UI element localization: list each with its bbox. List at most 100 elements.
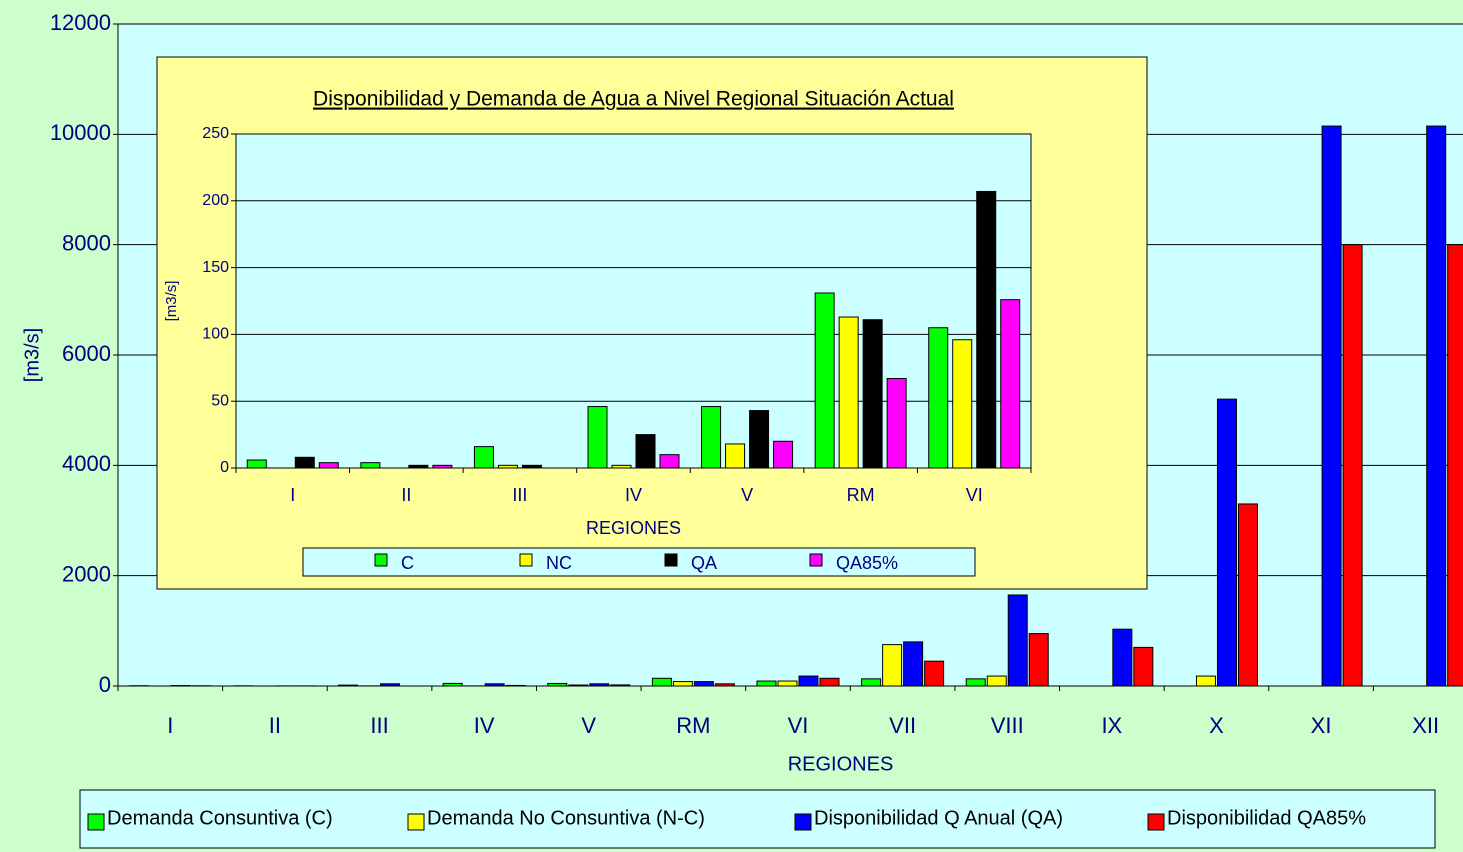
bar <box>1426 125 1447 687</box>
x-tick-label: V <box>741 485 753 505</box>
bar <box>1000 299 1021 469</box>
y-tick-label: 6000 <box>62 341 111 366</box>
bar <box>672 681 693 687</box>
bar <box>651 677 672 687</box>
bar <box>635 434 656 469</box>
y-tick-label: 0 <box>220 459 229 476</box>
bar <box>986 675 1007 687</box>
x-tick-label: IV <box>474 713 495 738</box>
legend-label: Demanda Consuntiva (C) <box>107 807 333 829</box>
bar <box>838 316 859 469</box>
y-tick-label: 2000 <box>62 561 111 586</box>
legend-box <box>79 789 1436 849</box>
bar <box>861 678 882 687</box>
bar <box>952 339 973 469</box>
legend-swatch <box>1147 813 1165 831</box>
bar <box>814 292 835 469</box>
y-tick-label: 0 <box>99 672 111 697</box>
legend-label: QA85% <box>836 553 898 573</box>
legend-swatch <box>519 553 533 567</box>
bar <box>1028 633 1049 687</box>
bar <box>1112 628 1133 687</box>
bar <box>1133 646 1154 687</box>
bar <box>360 462 381 469</box>
y-tick-label: 10000 <box>50 120 111 145</box>
legend-swatch <box>794 813 812 831</box>
bar <box>798 675 819 687</box>
bar <box>819 677 840 687</box>
y-tick-label: 12000 <box>50 10 111 35</box>
legend-label: NC <box>546 553 572 573</box>
bar <box>862 319 883 469</box>
bar <box>294 456 315 469</box>
y-axis-label: [m3/s] <box>21 328 43 382</box>
legend-box <box>302 547 976 577</box>
bar <box>756 680 777 687</box>
legend-swatch <box>809 553 823 567</box>
x-tick-label: III <box>512 485 527 505</box>
x-tick-label: X <box>1209 713 1224 738</box>
bar <box>473 446 494 469</box>
bar <box>1321 125 1342 687</box>
x-tick-label: VII <box>889 713 916 738</box>
chart-panel: Disponibilidad y Demanda de Agua a Nivel… <box>156 56 1148 590</box>
bar <box>1342 244 1363 687</box>
bar <box>725 443 746 469</box>
legend-swatch <box>664 553 678 567</box>
bar <box>587 406 608 469</box>
x-tick-label: I <box>167 713 173 738</box>
bar <box>749 410 770 469</box>
x-tick-label: II <box>401 485 411 505</box>
x-tick-label: IX <box>1101 713 1122 738</box>
legend-label: Disponibilidad Q Anual (QA) <box>814 807 1063 829</box>
chart-title: Disponibilidad y Demanda de Agua a Nivel… <box>313 88 954 111</box>
bar <box>886 377 907 469</box>
bar <box>318 462 339 469</box>
legend-swatch <box>374 553 388 567</box>
bar <box>777 680 798 687</box>
x-tick-label: VI <box>788 713 809 738</box>
bar <box>693 681 714 687</box>
bar <box>773 440 794 469</box>
bar <box>903 641 924 687</box>
bar <box>965 678 986 687</box>
x-tick-label: XI <box>1311 713 1332 738</box>
bar <box>659 454 680 469</box>
bar <box>701 406 722 469</box>
bar <box>1216 398 1237 687</box>
legend-label: C <box>401 553 414 573</box>
x-tick-label: IV <box>625 485 642 505</box>
plot-area <box>235 133 1032 469</box>
x-tick-label: VIII <box>991 713 1024 738</box>
y-tick-label: 200 <box>202 192 229 209</box>
x-tick-label: III <box>370 713 388 738</box>
y-tick-label: 250 <box>202 125 229 142</box>
x-tick-label: RM <box>676 713 710 738</box>
legend-label: QA <box>691 553 717 573</box>
x-axis-label: REGIONES <box>788 753 894 775</box>
y-tick-label: 4000 <box>62 451 111 476</box>
bar <box>1195 675 1216 687</box>
x-tick-label: I <box>290 485 295 505</box>
legend-label: Disponibilidad QA85% <box>1167 807 1366 829</box>
bar <box>976 190 997 469</box>
bar <box>882 644 903 687</box>
bar <box>924 660 945 687</box>
x-axis-label: REGIONES <box>586 518 681 538</box>
legend-swatch <box>407 813 425 831</box>
bar <box>928 327 949 469</box>
y-tick-label: 50 <box>211 392 229 409</box>
legend-swatch <box>87 813 105 831</box>
legend-label: Demanda No Consuntiva (N-C) <box>427 807 705 829</box>
bar <box>1007 594 1028 687</box>
x-tick-label: VI <box>966 485 983 505</box>
x-tick-label: V <box>581 713 596 738</box>
y-tick-label: 8000 <box>62 230 111 255</box>
y-tick-label: 150 <box>202 259 229 276</box>
x-tick-label: II <box>269 713 281 738</box>
bar <box>1447 244 1463 687</box>
y-axis-label: [m3/s] <box>163 281 180 322</box>
bar <box>246 459 267 469</box>
x-tick-label: XII <box>1412 713 1439 738</box>
